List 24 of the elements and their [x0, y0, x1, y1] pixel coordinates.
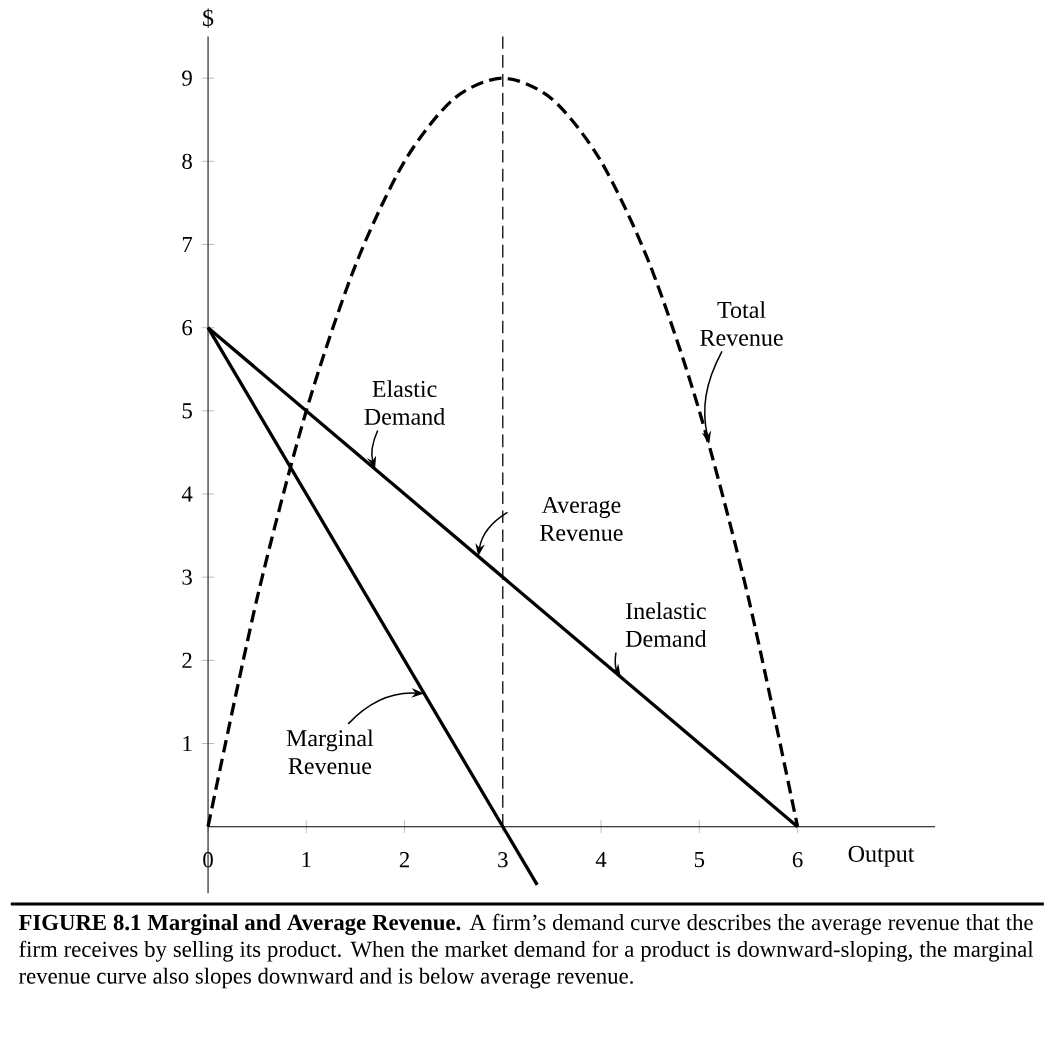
annotation: Average Revenue: [540, 496, 623, 541]
annotation: Total Revenue: [700, 301, 783, 346]
y-tick-label: 2: [182, 652, 192, 668]
y-tick-label: 3: [182, 569, 192, 585]
x-tick-label: 1: [302, 851, 311, 867]
y-tick-label: 4: [181, 486, 193, 502]
x-tick-label: 5: [694, 851, 705, 868]
y-tick-label: 7: [182, 236, 193, 252]
y-tick-label: 1: [183, 735, 192, 751]
y-tick-label: 9: [182, 70, 192, 86]
text: FIGURE 8.1 Marginal and Average Revenue. A firm’s demand curve describes the average revenue that the firm receives by selling its product. When the market demand for a product is downward-sloping, the marginal revenue curve also slopes downward and is below average revenue.: [18, 913, 1034, 989]
x-tick-label: 2: [399, 851, 409, 868]
x-tick-label: 4: [595, 851, 607, 867]
x-tick-label: 3: [498, 851, 508, 868]
y-tick-label: 5: [182, 403, 192, 419]
annotation: Inelastic Demand: [625, 602, 707, 647]
y-tick-label: 8: [182, 153, 192, 169]
x-axis-title: Output: [848, 845, 915, 867]
x-tick-label: 0: [203, 851, 213, 868]
annotation: Marginal Revenue: [286, 729, 374, 775]
annotation: Elastic Demand: [364, 380, 445, 425]
x-tick-label: 6: [792, 851, 803, 868]
y-axis-title: $: [203, 8, 214, 28]
y-tick-label: 6: [182, 319, 193, 336]
